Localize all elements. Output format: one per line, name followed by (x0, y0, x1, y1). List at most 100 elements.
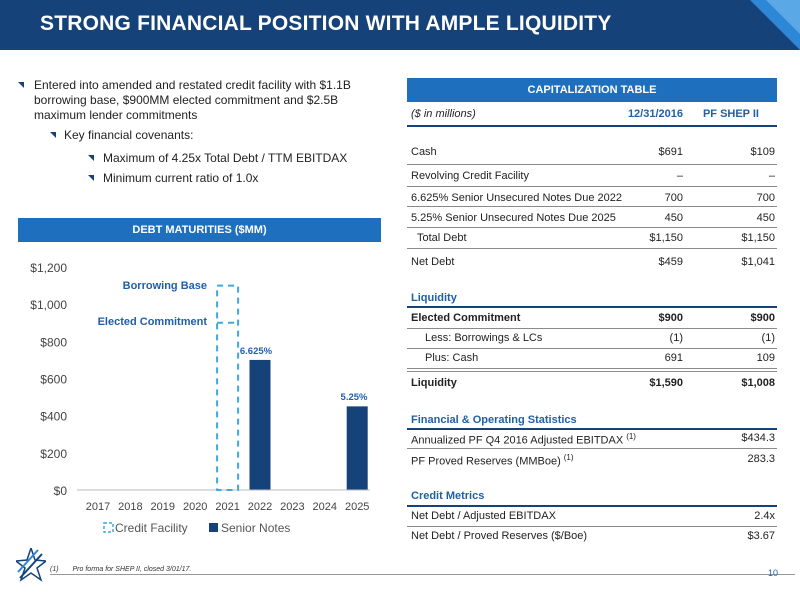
credit-metrics-section-title: Credit Metrics (411, 490, 485, 502)
cap-table-header: CAPITALIZATION TABLE (407, 78, 777, 102)
row-value-pf-shep-ii: 283.3 (747, 453, 775, 465)
footer-divider (50, 574, 795, 575)
footnote-ref: (1) (626, 432, 636, 441)
bullet-credit-facility: Entered into amended and restated credit… (34, 78, 351, 123)
bullet-covenants: Key financial covenants: (64, 128, 194, 142)
row-value-pf-shep-ii: $3.67 (747, 530, 775, 542)
row-label: Net Debt / Adjusted EBITDAX (411, 510, 556, 522)
cap-rule (407, 206, 777, 207)
banner-corner-accent-light (766, 0, 800, 34)
row-label: Less: Borrowings & LCs (425, 332, 543, 344)
row-label: Elected Commitment (411, 312, 521, 324)
credit-rule (407, 526, 777, 527)
bar-label-2022: 6.625% (240, 346, 273, 357)
row-label: Cash (411, 146, 437, 158)
bullet-arrow-icon (88, 155, 94, 161)
debt-maturities-chart: $0 $200 $400 $600 $800 $1,000 $1,200 2017 2018 2… (30, 261, 370, 535)
footnote-ref: (1) (563, 453, 574, 462)
row-value-12-31-2016: $900 (658, 312, 683, 324)
x-tick-label: 2018 (118, 501, 142, 513)
y-tick-label: $200 (40, 447, 67, 461)
row-label: Revolving Credit Facility (411, 170, 529, 182)
row-value-pf-shep-ii: 450 (756, 212, 775, 224)
row-label: Liquidity (411, 377, 457, 389)
cap-units-label: ($ in millions) (411, 108, 476, 120)
bullet-text-line: Entered into amended and restated credit… (34, 78, 351, 92)
bullet-total-debt-covenant: Maximum of 4.25x Total Debt / TTM EBITDA… (103, 151, 348, 165)
col-header-12-31-2016: 12/31/2016 (627, 108, 683, 120)
row-label: Net Debt / Proved Reserves ($/Boe) (411, 530, 588, 542)
debt-maturities-header: DEBT MATURITIES ($MM) (18, 218, 381, 242)
cap-rule (407, 227, 777, 228)
row-value-12-31-2016: (1) (669, 332, 683, 344)
row-label: 5.25% Senior Unsecured Notes Due 2025 (411, 212, 616, 224)
liquidity-section-rule (407, 306, 777, 308)
row-value-pf-shep-ii: – (768, 170, 775, 182)
row-value-pf-shep-ii: 109 (756, 352, 775, 364)
cap-rule (407, 248, 777, 249)
y-tick-label: $0 (54, 484, 68, 498)
row-label: Annualized PF Q4 2016 Adjusted EBITDAX (1… (411, 432, 636, 447)
row-value-12-31-2016: 691 (664, 352, 683, 364)
y-tick-label: $800 (40, 335, 67, 349)
y-tick-label: $1,200 (30, 261, 67, 275)
row-value-pf-shep-ii: (1) (761, 332, 775, 344)
x-tick-label: 2019 (151, 501, 175, 513)
x-tick-label: 2022 (248, 501, 272, 513)
fin-rule (407, 448, 777, 449)
cap-header-rule (407, 125, 777, 127)
row-value-pf-shep-ii: 2.4x (754, 510, 775, 522)
x-tick-label: 2017 (86, 501, 110, 513)
bar-label-2025: 5.25% (341, 392, 368, 403)
footnote: (1) Pro forma for SHEP II, closed 3/01/1… (50, 566, 191, 573)
liq-rule (407, 368, 777, 369)
bullet-text-line: maximum lender commitments (34, 108, 198, 122)
footnote-number: (1) (50, 566, 59, 573)
row-label: Net Debt (411, 256, 455, 268)
credit-metrics-section-rule (407, 505, 777, 507)
footnote-text: Pro forma for SHEP II, closed 3/01/17. (72, 566, 192, 573)
legend-swatch-senior-notes (209, 523, 218, 532)
legend-swatch-credit-facility (103, 522, 114, 533)
liq-rule (407, 348, 777, 349)
borrowing-base-bar (216, 284, 240, 492)
row-value-12-31-2016: $691 (658, 146, 683, 158)
page-title: STRONG FINANCIAL POSITION WITH AMPLE LIQ… (40, 12, 612, 35)
cap-rule (407, 186, 777, 187)
row-value-pf-shep-ii: 700 (756, 192, 775, 204)
row-value-12-31-2016: $1,590 (649, 377, 683, 389)
fin-stats-section-title: Financial & Operating Statistics (411, 414, 577, 426)
row-label-text: PF Proved Reserves (MMBoe) (411, 455, 561, 468)
row-value-pf-shep-ii: $1,041 (741, 256, 775, 268)
y-tick-label: $1,000 (30, 298, 67, 312)
row-label: Plus: Cash (425, 352, 479, 364)
liq-rule (407, 328, 777, 329)
row-value-pf-shep-ii: $1,008 (741, 377, 775, 389)
borrowing-base-label: Borrowing Base (123, 280, 207, 292)
y-tick-label: $600 (40, 373, 67, 387)
row-value-12-31-2016: $459 (658, 256, 683, 268)
fin-stats-section-rule (407, 428, 777, 430)
x-tick-label: 2023 (280, 501, 304, 513)
row-value-pf-shep-ii: $1,150 (741, 232, 775, 244)
bullet-arrow-icon (18, 82, 24, 88)
x-tick-label: 2025 (345, 501, 369, 513)
liquidity-section-title: Liquidity (411, 292, 457, 304)
legend-label-senior-notes: Senior Notes (221, 521, 290, 535)
x-tick-label: 2020 (183, 501, 207, 513)
row-value-12-31-2016: – (676, 170, 683, 182)
elected-commitment-label: Elected Commitment (98, 316, 208, 328)
x-tick-label: 2024 (313, 501, 337, 513)
x-tick-label: 2021 (215, 501, 239, 513)
row-label: PF Proved Reserves (MMBoe) (1) (411, 453, 574, 468)
bar-senior-notes-2025 (346, 406, 368, 490)
liq-rule (407, 371, 777, 372)
row-value-12-31-2016: 700 (664, 192, 683, 204)
title-banner: STRONG FINANCIAL POSITION WITH AMPLE LIQ… (0, 0, 800, 50)
bullet-current-ratio-covenant: Minimum current ratio of 1.0x (103, 171, 259, 185)
row-value-12-31-2016: $1,150 (649, 232, 683, 244)
legend-label-credit-facility: Credit Facility (115, 521, 188, 535)
company-logo-icon (14, 545, 48, 587)
row-value-pf-shep-ii: $434.3 (741, 432, 775, 444)
row-value-12-31-2016: 450 (664, 212, 683, 224)
